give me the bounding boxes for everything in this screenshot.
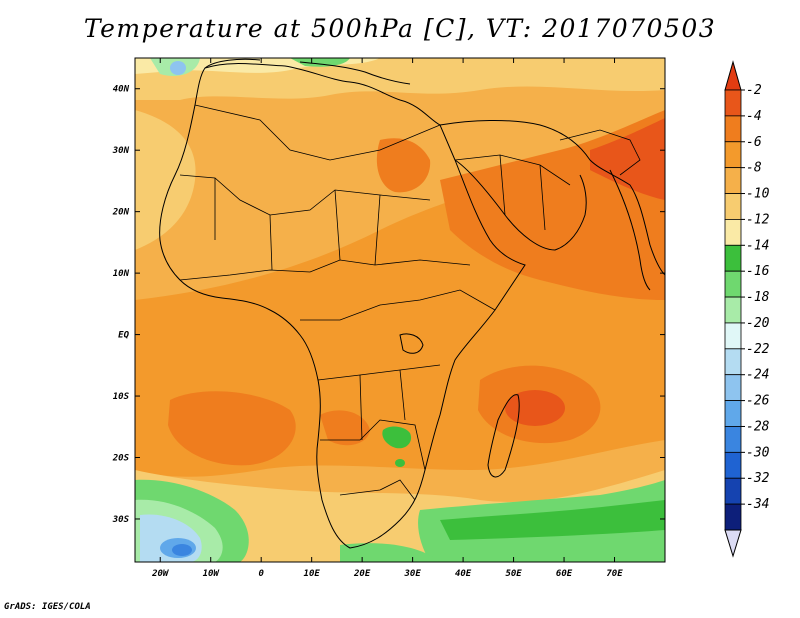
field-west-sahara [135,110,196,250]
colorbar-label: -28 [746,419,770,434]
colorbar-swatch [724,219,742,246]
colorbar-swatch [724,141,742,169]
colorbar-label: -10 [746,187,770,202]
x-tick-label: 70E [606,569,623,579]
border-south-asia [559,129,641,176]
colorbar-bottom-arrow [724,529,742,558]
colorbar-label: -12 [746,212,770,227]
colorbar-swatch [724,115,742,143]
colorbar: -2 -4 -6 -8 -10 -12 -14 -16 -18 -20 -22 -24 -26 -28 -3… [724,60,770,558]
india-coastline [609,169,651,291]
x-tick-label: 50E [505,569,522,579]
field-indian-ocean-core [505,390,565,426]
border-southern-1 [320,419,426,471]
y-tick-label: 10N [113,269,130,279]
y-tick-label: 20N [112,208,130,218]
arabia-coastline [454,159,587,251]
border-equatorial [300,289,496,321]
x-axis: 20W 10W 0 10E 20E 30E 40E 50E 60E 70E [151,58,623,579]
colorbar-swatch [724,503,742,531]
coastlines [159,58,665,549]
colorbar-label: -30 [746,445,770,460]
warm-core-arabia-india [590,118,665,200]
africa-coastline [159,63,526,549]
plot-frame [134,57,666,563]
colorbar-label: -32 [746,471,770,486]
border-sahel-meridional [214,178,381,271]
colorbar-swatch [724,193,742,220]
y-tick-label: 40N [113,85,130,95]
colorbar-swatch [724,400,742,427]
border-north-africa [194,104,441,161]
field-southern-ocean-darkgreen [440,500,665,540]
colorbar-top-arrow [724,60,742,91]
field-south-atlantic-warm [168,391,296,466]
temperature-field [135,58,665,562]
colorbar-label: -24 [746,368,769,383]
x-tick-label: 0 [258,569,264,579]
asia-coastline [439,119,665,276]
colorbar-label: -8 [746,161,762,176]
colorbar-swatch [724,451,742,479]
colorbar-swatch [724,296,742,324]
colorbar-swatch [724,167,742,194]
y-tick-label: 30S [112,515,130,525]
x-tick-label: 20W [151,569,170,579]
country-borders [179,104,641,501]
field-europe-green [290,58,350,67]
y-tick-label: 30N [112,146,130,156]
colorbar-label: -34 [746,497,769,512]
border-southern-2 [339,479,416,501]
x-tick-label: 40E [455,569,472,579]
warm-core-sahara [376,138,431,193]
border-arabia [454,154,571,231]
madagascar-coastline [487,394,520,478]
lake-victoria [399,333,424,354]
border-sahel-north [179,174,431,216]
colorbar-swatch [724,322,742,350]
x-tick-label: 10W [203,569,221,579]
x-tick-label: 30E [403,569,421,579]
colorbar-swatch [724,348,742,376]
border-central-south [317,364,441,381]
x-tick-label: 10E [304,569,321,579]
mediterranean-coastline [204,58,411,85]
field-nw-blue [170,61,186,75]
border-southern-meridional [359,369,406,441]
colorbar-label: -4 [746,109,762,124]
field-angola-warm [320,410,370,446]
y-tick-label: EQ [118,331,129,341]
border-west-central [179,259,471,281]
colorbar-label: -20 [746,316,770,331]
x-tick-label: 60E [556,569,573,579]
colorbar-label: -26 [746,394,770,409]
colorbar-swatch [724,374,742,401]
field-zimbabwe-small [395,459,405,467]
y-tick-label: 10S [113,392,130,402]
map-title: Temperature at 500hPa [C], VT: 201707050… [83,14,717,43]
colorbar-swatch [724,244,742,272]
cold-pool-south-atlantic [172,544,192,556]
colorbar-label: -16 [746,264,770,279]
colorbar-swatch [724,426,742,453]
cold-pool-zimbabwe [382,426,412,449]
footer-credit: GrADS: IGES/COLA [4,602,91,612]
colorbar-swatch [724,89,742,117]
colorbar-swatch [724,270,742,298]
y-axis: 40N 30N 20N 10N EQ 10S 20S 30S [112,85,665,525]
colorbar-label: -22 [746,342,770,357]
colorbar-swatch [724,477,742,505]
colorbar-label: -14 [746,238,769,253]
y-tick-label: 20S [112,454,130,464]
x-tick-label: 20E [353,569,371,579]
field-cape-green [340,543,440,562]
colorbar-label: -2 [746,83,762,98]
colorbar-label: -18 [746,290,770,305]
colorbar-label: -6 [746,135,762,150]
